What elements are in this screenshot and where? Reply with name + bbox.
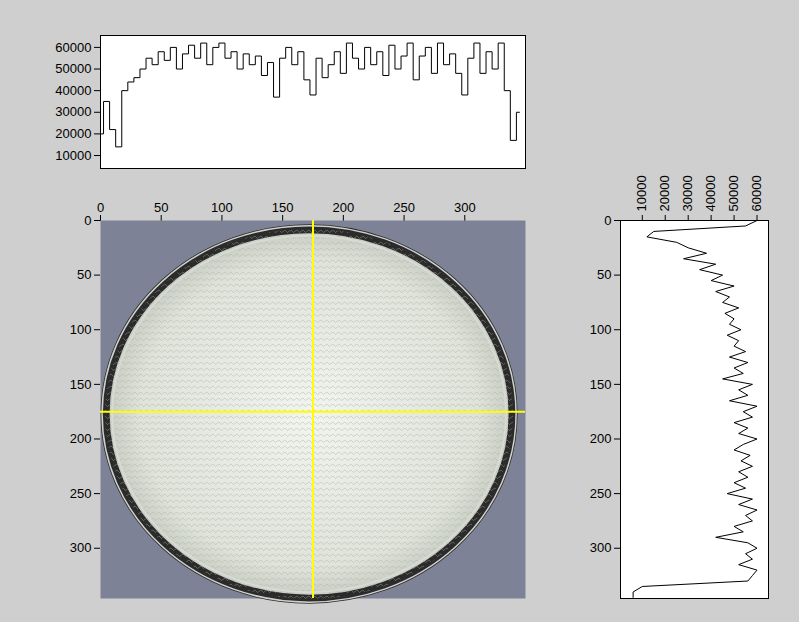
svg-text:50000: 50000 [55,61,91,76]
svg-text:20000: 20000 [657,175,672,211]
svg-text:150: 150 [590,377,612,392]
svg-text:300: 300 [454,200,476,215]
svg-text:60000: 60000 [749,175,764,211]
svg-text:100: 100 [70,322,92,337]
svg-text:150: 150 [272,200,294,215]
svg-text:0: 0 [97,200,104,215]
svg-text:0: 0 [84,213,91,228]
svg-text:10000: 10000 [634,175,649,211]
svg-text:20000: 20000 [55,126,91,141]
svg-text:150: 150 [70,377,92,392]
svg-text:50: 50 [77,267,91,282]
svg-text:10000: 10000 [55,148,91,163]
svg-text:40000: 40000 [703,175,718,211]
svg-text:30000: 30000 [680,175,695,211]
svg-text:200: 200 [70,431,92,446]
svg-text:250: 250 [393,200,415,215]
svg-text:300: 300 [590,540,612,555]
svg-text:30000: 30000 [55,104,91,119]
svg-text:100: 100 [211,200,233,215]
svg-text:200: 200 [590,431,612,446]
svg-text:250: 250 [590,486,612,501]
svg-text:300: 300 [70,540,92,555]
svg-text:0: 0 [604,213,611,228]
svg-text:200: 200 [333,200,355,215]
svg-text:50000: 50000 [726,175,741,211]
svg-text:250: 250 [70,486,92,501]
svg-text:100: 100 [590,322,612,337]
svg-text:40000: 40000 [55,83,91,98]
svg-text:50: 50 [154,200,168,215]
svg-text:50: 50 [597,267,611,282]
svg-text:60000: 60000 [55,40,91,55]
